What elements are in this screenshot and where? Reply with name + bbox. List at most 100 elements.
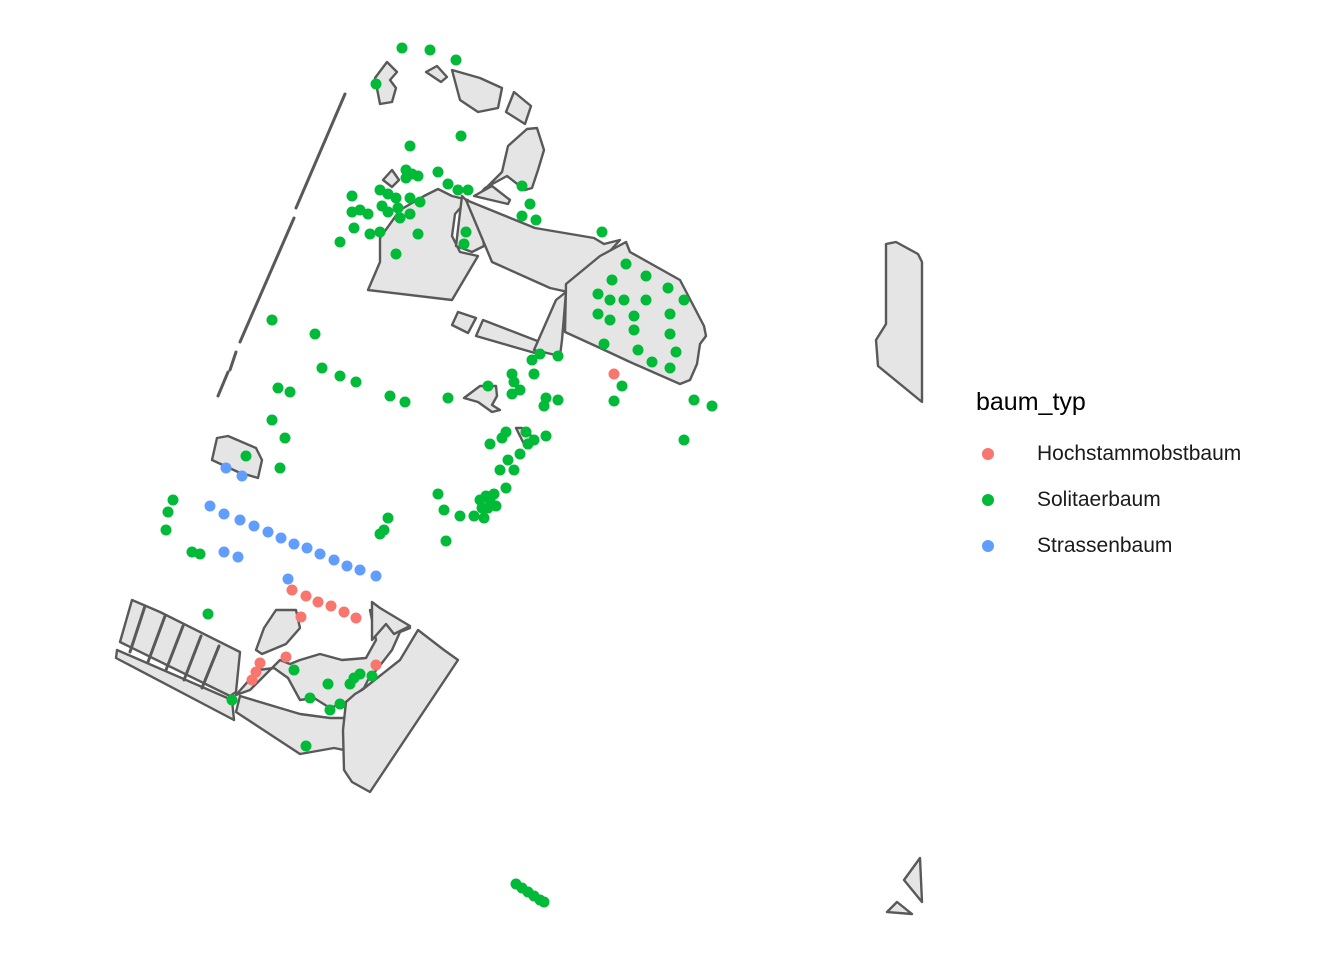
solitaerbaum-point xyxy=(334,698,346,710)
area-polygon xyxy=(373,60,399,106)
solitaerbaum-point xyxy=(162,506,174,518)
solitaerbaum-point xyxy=(284,386,296,398)
solitaerbaum-point xyxy=(598,338,610,350)
solitaerbaum-point xyxy=(382,206,394,218)
solitaerbaum-point xyxy=(484,438,496,450)
solitaerbaum-point xyxy=(508,376,520,388)
solitaerbaum-point xyxy=(596,226,608,238)
legend-title: baum_typ xyxy=(976,388,1086,416)
area-polygon xyxy=(474,318,542,355)
solitaerbaum-point xyxy=(608,395,620,407)
hochstammobstbaum-point xyxy=(295,611,307,623)
strassenbaum-point xyxy=(288,538,300,550)
hochstammobstbaum-point xyxy=(300,590,312,602)
area-polygon xyxy=(114,648,236,722)
solitaerbaum-point xyxy=(506,388,518,400)
solitaerbaum-point xyxy=(160,524,172,536)
solitaerbaum-point xyxy=(460,226,472,238)
solitaerbaum-point xyxy=(362,208,374,220)
solitaerbaum-point xyxy=(514,448,526,460)
solitaerbaum-point xyxy=(678,434,690,446)
solitaerbaum-point xyxy=(392,202,404,214)
solitaerbaum-point xyxy=(462,184,474,196)
solitaerbaum-point xyxy=(552,394,564,406)
solitaerbaum-point xyxy=(432,166,444,178)
hochstammobstbaum-point xyxy=(312,596,324,608)
solitaerbaum-point xyxy=(382,512,394,524)
area-polygon xyxy=(450,68,504,114)
solitaerbaum-point xyxy=(396,42,408,54)
solitaerbaum-point xyxy=(390,192,402,204)
solitaerbaum-point xyxy=(616,380,628,392)
strassenbaum-point xyxy=(301,542,313,554)
solitaerbaum-point xyxy=(502,454,514,466)
solitaerbaum-point xyxy=(646,356,658,368)
strassenbaum-point xyxy=(220,462,232,474)
solitaerbaum-point xyxy=(404,192,416,204)
solitaerbaum-point xyxy=(374,528,386,540)
solitaerbaum-point xyxy=(620,258,632,270)
solitaerbaum-point xyxy=(414,196,426,208)
solitaerbaum-point xyxy=(404,208,416,220)
area-polygon xyxy=(450,310,478,335)
area-polygon xyxy=(472,184,512,206)
hochstammobstbaum-point xyxy=(286,584,298,596)
solitaerbaum-point xyxy=(442,392,454,404)
solitaerbaum-point xyxy=(390,248,402,260)
legend-label: Strassenbaum xyxy=(1037,534,1173,557)
solitaerbaum-point xyxy=(348,222,360,234)
legend-label: Solitaerbaum xyxy=(1037,488,1161,511)
strassenbaum-point xyxy=(236,470,248,482)
strassenbaum-point xyxy=(314,548,326,560)
area-polygon xyxy=(210,434,264,480)
solitaerbaum-point xyxy=(424,44,436,56)
solitaerbaum-point xyxy=(678,294,690,306)
legend-dot-icon xyxy=(982,540,994,552)
area-polygon xyxy=(462,384,502,414)
solitaerbaum-point xyxy=(309,328,321,340)
solitaerbaum-point xyxy=(364,228,376,240)
boundary-line xyxy=(238,216,296,344)
solitaerbaum-point xyxy=(412,228,424,240)
solitaerbaum-point xyxy=(520,426,532,438)
solitaerbaum-point xyxy=(496,432,508,444)
solitaerbaum-point xyxy=(530,214,542,226)
strassenbaum-point xyxy=(370,570,382,582)
solitaerbaum-point xyxy=(488,488,500,500)
solitaerbaum-point xyxy=(478,512,490,524)
solitaerbaum-point xyxy=(324,704,336,716)
solitaerbaum-point xyxy=(538,896,550,908)
solitaerbaum-point xyxy=(664,362,676,374)
solitaerbaum-point xyxy=(534,348,546,360)
area-polygon xyxy=(504,90,533,126)
solitaerbaum-point xyxy=(552,350,564,362)
solitaerbaum-point xyxy=(394,212,406,224)
solitaerbaum-point xyxy=(226,694,238,706)
hochstammobstbaum-point xyxy=(338,606,350,618)
strassenbaum-point xyxy=(275,532,287,544)
solitaerbaum-point xyxy=(316,362,328,374)
legend-key xyxy=(976,534,1000,558)
solitaerbaum-point xyxy=(664,308,676,320)
area-polygon xyxy=(874,240,924,404)
solitaerbaum-point xyxy=(432,488,444,500)
hochstammobstbaum-point xyxy=(350,612,362,624)
area-polygon xyxy=(424,64,449,84)
solitaerbaum-point xyxy=(632,344,644,356)
solitaerbaum-point xyxy=(606,274,618,286)
solitaerbaum-point xyxy=(458,238,470,250)
solitaerbaum-point xyxy=(304,692,316,704)
strassenbaum-point xyxy=(218,508,230,520)
solitaerbaum-point xyxy=(664,328,676,340)
solitaerbaum-point xyxy=(494,464,506,476)
solitaerbaum-point xyxy=(399,396,411,408)
hochstammobstbaum-point xyxy=(608,368,620,380)
solitaerbaum-point xyxy=(350,376,362,388)
solitaerbaum-point xyxy=(482,380,494,392)
solitaerbaum-point xyxy=(240,450,252,462)
solitaerbaum-point xyxy=(528,368,540,380)
solitaerbaum-point xyxy=(516,210,528,222)
strassenbaum-point xyxy=(282,573,294,585)
solitaerbaum-point xyxy=(628,310,640,322)
solitaerbaum-point xyxy=(354,668,366,680)
